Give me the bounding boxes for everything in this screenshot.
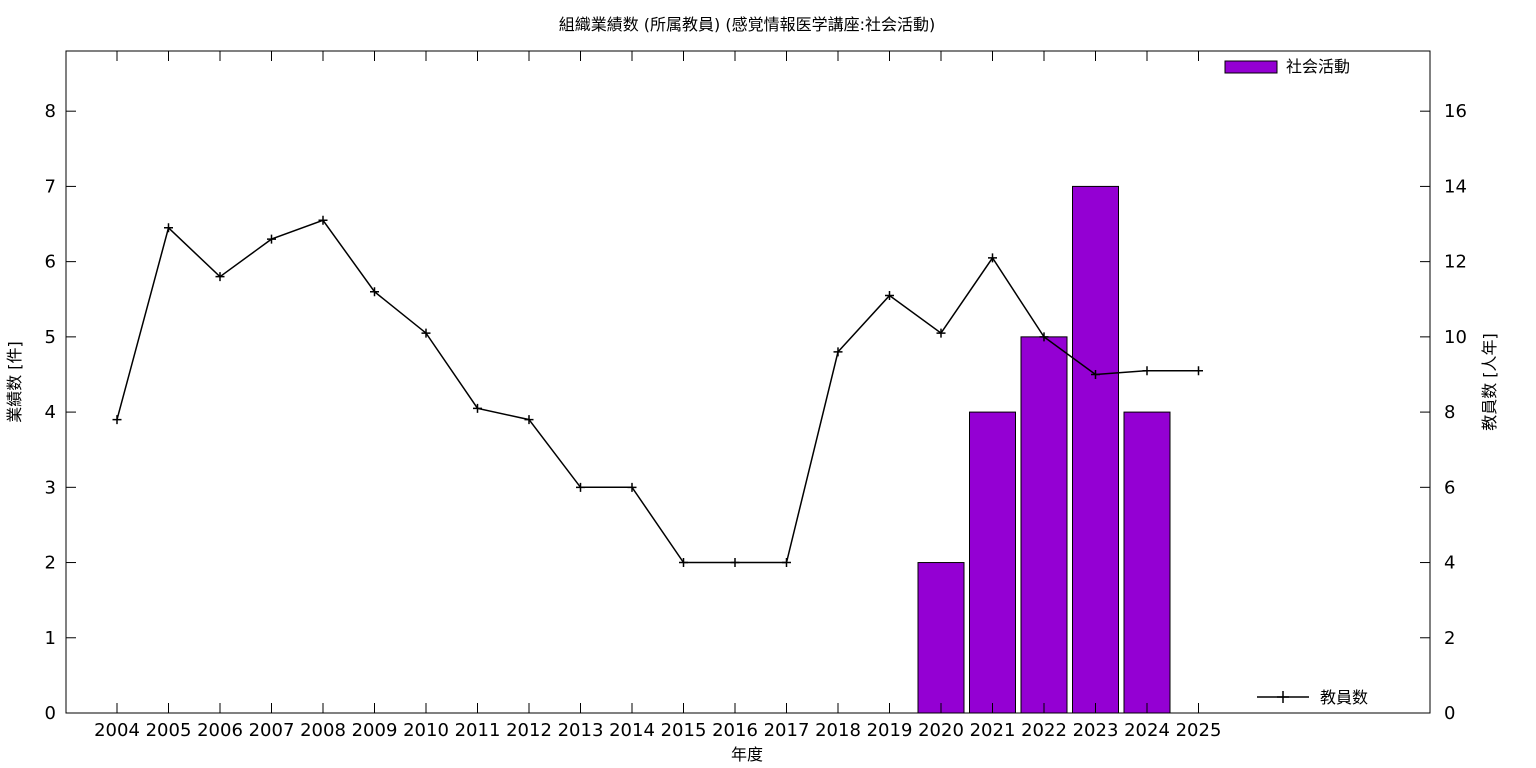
line-point-2023 [1091, 369, 1100, 379]
x-tick-label-2011: 2011 [455, 720, 501, 741]
x-tick-label-2007: 2007 [249, 720, 295, 741]
right-axis-layer: 0 2 4 6 8 10 12 14 16 [1420, 101, 1467, 724]
left-y-tick-label-2: 2 [45, 553, 56, 574]
line-point-2015 [679, 558, 688, 568]
x-tick-label-2014: 2014 [609, 720, 655, 741]
x-tick-label-2006: 2006 [197, 720, 243, 741]
y-axis-label: 業績数 [件] [5, 341, 24, 423]
right-y-tick-label-0: 0 [1444, 703, 1455, 724]
line-layer [112, 215, 1203, 568]
line-point-2006 [215, 272, 225, 282]
line-point-2021 [988, 253, 997, 263]
faculty-count-line [116, 219, 1199, 564]
legend-bar-label: 社会活動 [1286, 57, 1350, 76]
x-tick-label-2024: 2024 [1124, 720, 1170, 741]
bar-2021 [969, 411, 1016, 714]
x-tick-label-2013: 2013 [558, 720, 604, 741]
line-point-2020 [936, 328, 946, 338]
right-y-tick-label-14: 14 [1444, 176, 1467, 197]
bars-layer [917, 185, 1171, 714]
line-point-2005 [164, 223, 173, 233]
x-tick-label-2020: 2020 [918, 720, 964, 741]
line-point-2004 [112, 415, 122, 425]
bar-2024 [1123, 411, 1171, 714]
left-y-tick-label-5: 5 [45, 327, 56, 348]
right-y-tick-label-4: 4 [1444, 553, 1455, 574]
line-point-2009 [370, 287, 379, 297]
line-point-2014 [627, 482, 637, 492]
left-y-tick-label-8: 8 [45, 101, 56, 122]
line-point-2007 [267, 234, 276, 244]
chart-title: 組織業績数 (所属教員) (感覚情報医学講座:社会活動) [559, 15, 936, 34]
x-tick-label-2015: 2015 [661, 720, 707, 741]
x-tick-label-2004: 2004 [94, 720, 140, 741]
line-point-2013 [576, 482, 585, 492]
x-tick-label-2005: 2005 [146, 720, 192, 741]
left-y-tick-label-4: 4 [45, 402, 56, 423]
right-y-tick-label-2: 2 [1444, 628, 1455, 649]
x-tick-label-2019: 2019 [867, 720, 913, 741]
x-tick-label-2008: 2008 [300, 720, 346, 741]
legend-layer: 社会活動 教員数 [1224, 57, 1368, 707]
x-tick-label-2012: 2012 [506, 720, 552, 741]
right-y-tick-label-8: 8 [1444, 402, 1455, 423]
x-tick-label-2016: 2016 [712, 720, 758, 741]
line-point-2022 [1039, 332, 1049, 342]
left-y-tick-label-3: 3 [45, 477, 56, 498]
left-y-tick-label-0: 0 [45, 703, 56, 724]
line-point-2016 [730, 558, 740, 568]
x-tick-label-2023: 2023 [1073, 720, 1119, 741]
line-point-2017 [782, 558, 791, 568]
line-point-2011 [473, 403, 482, 413]
right-y-tick-label-16: 16 [1444, 101, 1467, 122]
line-point-2019 [885, 290, 894, 300]
bar-2020 [917, 562, 965, 714]
x-tick-label-2022: 2022 [1021, 720, 1067, 741]
bar-2022 [1020, 336, 1068, 714]
right-y-tick-label-6: 6 [1444, 477, 1455, 498]
x-axis-label: 年度 [731, 745, 763, 764]
line-point-2010 [421, 328, 431, 338]
y2-axis-label: 教員数 [人年] [1480, 333, 1499, 431]
right-y-tick-label-10: 10 [1444, 327, 1467, 348]
left-y-tick-label-6: 6 [45, 252, 56, 273]
x-tick-label-2009: 2009 [352, 720, 398, 741]
x-tick-label-2018: 2018 [815, 720, 861, 741]
left-y-tick-label-1: 1 [45, 628, 56, 649]
legend-line-marker [1277, 691, 1289, 703]
legend-bar-swatch [1224, 60, 1278, 74]
line-point-2018 [833, 347, 843, 357]
plot-frame [65, 50, 1431, 714]
x-tick-label-2010: 2010 [403, 720, 449, 741]
left-y-tick-label-7: 7 [45, 176, 56, 197]
legend-line-label: 教員数 [1320, 688, 1368, 707]
x-tick-label-2025: 2025 [1176, 720, 1222, 741]
bar-2023 [1072, 185, 1119, 714]
left-axis-layer: 0 1 2 3 4 5 6 7 8 [45, 101, 76, 724]
x-tick-label-2021: 2021 [970, 720, 1016, 741]
x-tick-label-2017: 2017 [764, 720, 810, 741]
line-point-2025 [1194, 366, 1203, 376]
line-point-2012 [524, 415, 534, 425]
x-axis-layer: 2004 2005 2006 2007 2008 2009 2010 2011 2012 2013… [94, 51, 1221, 741]
right-y-tick-label-12: 12 [1444, 252, 1467, 273]
line-point-2024 [1142, 366, 1152, 376]
line-point-2008 [318, 215, 328, 225]
